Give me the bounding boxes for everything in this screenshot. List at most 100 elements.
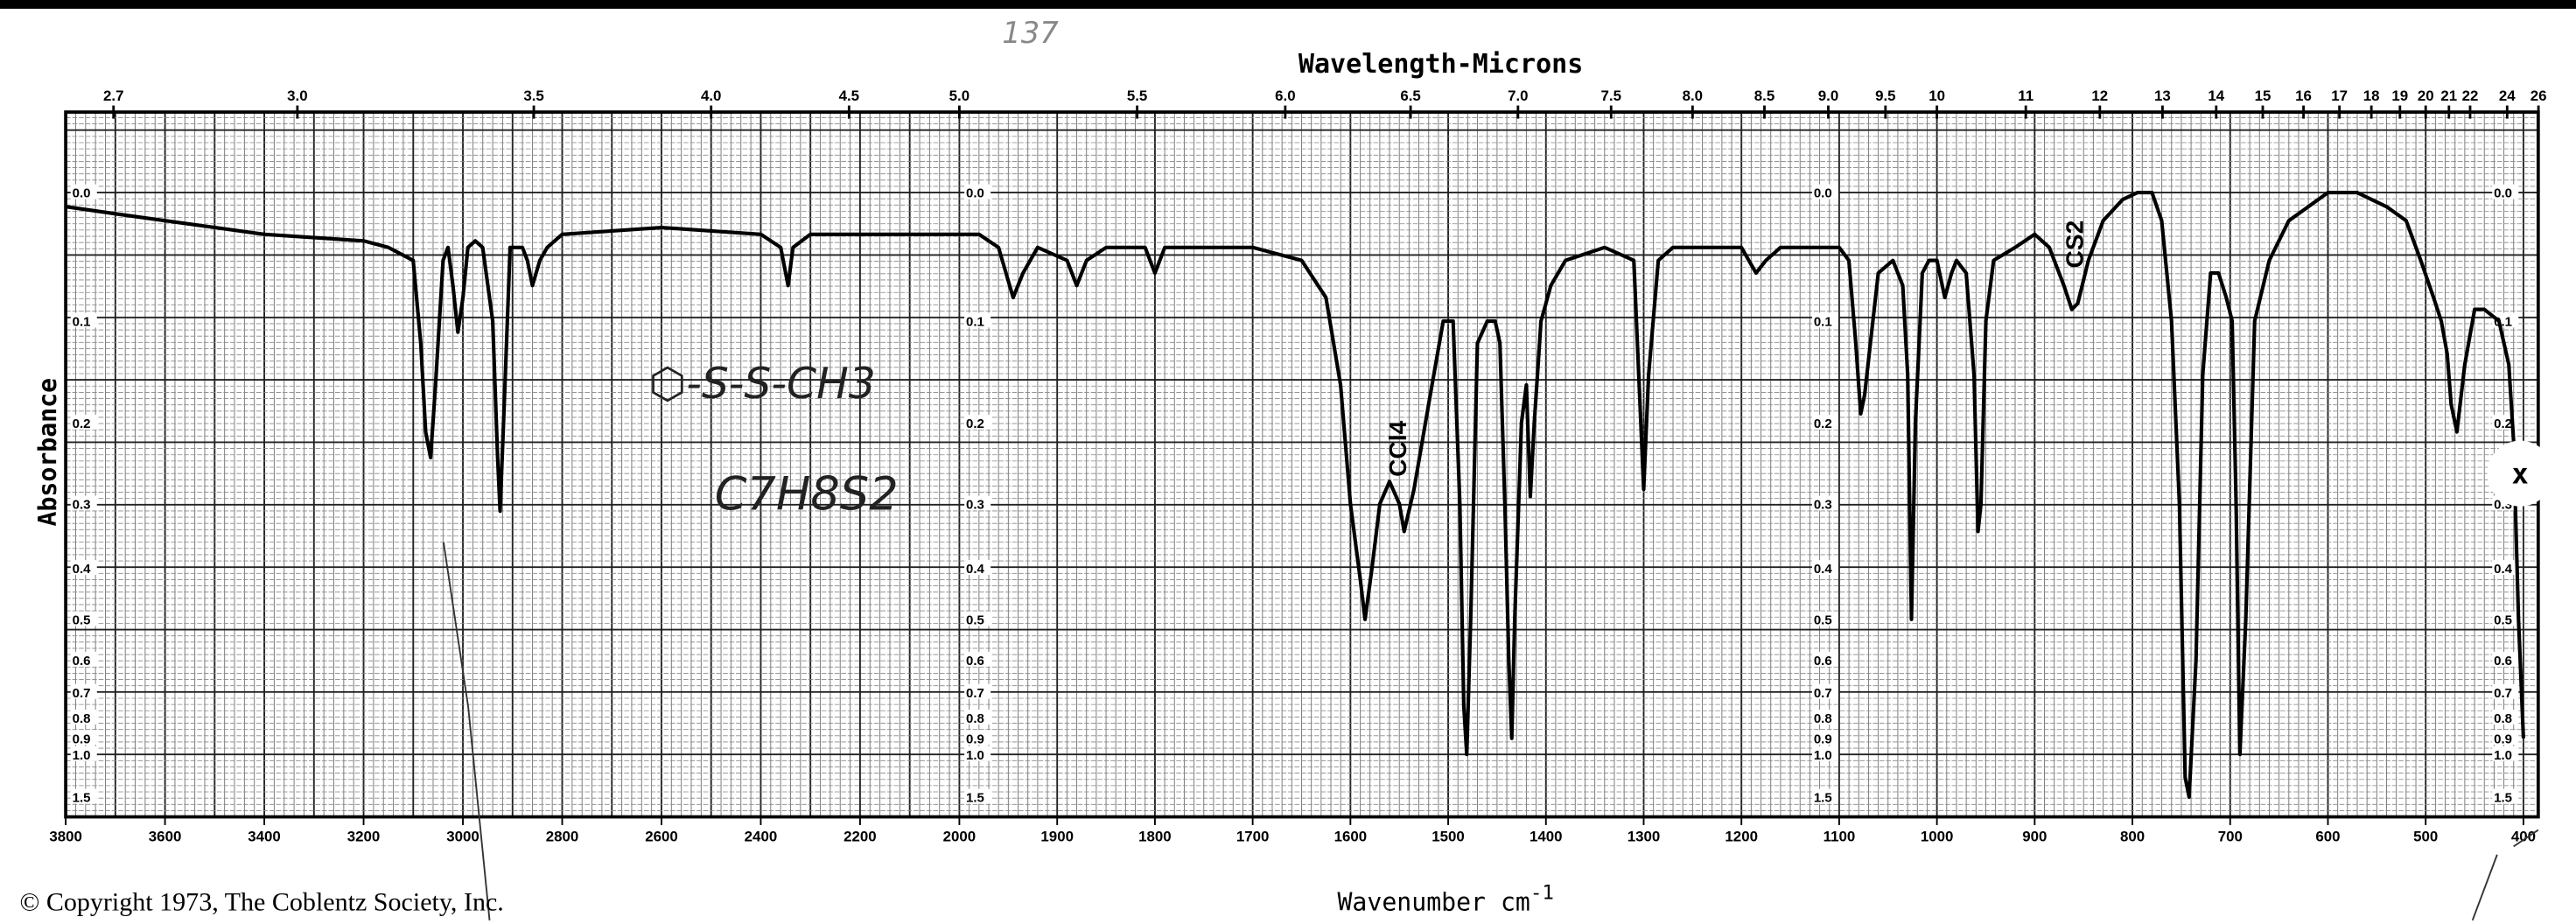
y-tick-label-bg (70, 495, 97, 511)
x-tick-label: 1100 (1824, 829, 1856, 845)
x-tick-label: 1300 (1628, 829, 1661, 845)
x-tick-label: 800 (2120, 829, 2145, 845)
top-tick-label: 5.0 (949, 88, 970, 104)
top-tick-label: 9.5 (1875, 88, 1895, 104)
x-tick-label: 1000 (1921, 829, 1954, 845)
y-tick-label-bg (964, 495, 991, 511)
y-tick-label: 0.1 (966, 314, 984, 329)
y-tick-label-bg (964, 312, 991, 328)
y-tick-label: 0.5 (2494, 613, 2512, 628)
x-tick-label: 3600 (149, 829, 182, 845)
y-tick-label: 1.5 (966, 791, 984, 806)
x-tick-label: 700 (2218, 829, 2243, 845)
x-tick-label: 1600 (1334, 829, 1368, 845)
y-tick-label-bg (1811, 312, 1838, 328)
y-tick-label-bg (2492, 560, 2519, 576)
y-tick-label: 1.5 (2494, 791, 2512, 806)
y-tick-label: 0.5 (73, 613, 91, 628)
y-tick-label: 0.4 (73, 562, 92, 577)
x-tick-label: 1200 (1725, 829, 1758, 845)
top-tick-label: 7.5 (1601, 88, 1621, 104)
y-tick-label: 0.1 (73, 314, 91, 329)
handwritten-structure: ⬡-S-S-CH3 (649, 359, 876, 409)
y-tick-label-bg (964, 611, 991, 626)
x-tick-label: 2600 (645, 829, 678, 845)
y-tick-label: 0.6 (2494, 654, 2512, 668)
y-tick-label: 0.3 (1814, 498, 1832, 513)
y-tick-label-bg (70, 710, 97, 724)
x-axis-ticks: 3800 3600 3400 3200 3000 2800 2600 2400 2200 2000… (49, 816, 2536, 845)
top-tick-label: 4.0 (701, 88, 721, 104)
y-tick-label: 0.8 (73, 711, 91, 726)
y-tick-label: 1.0 (966, 748, 984, 763)
top-tick-label: 26 (2530, 88, 2547, 104)
y-tick-label-bg (2492, 683, 2519, 699)
y-tick-label: 0.2 (73, 416, 91, 431)
x-tick-label: 2000 (943, 829, 976, 845)
y-tick-label: 0.0 (1814, 186, 1832, 201)
y-axis-ticks: 0.0 0.1 0.2 0.3 0.4 0.5 0.6 0.7 0.8 0.9 1.0 1.5 0.0 0… (70, 184, 2519, 806)
copyright: © Copyright 1973, The Coblentz Society, … (20, 888, 504, 917)
y-tick-label: 0.6 (73, 654, 91, 668)
y-tick-label-bg (964, 683, 991, 699)
top-tick-label: 20 (2418, 88, 2434, 104)
annotation-cs2: CS2 (2062, 220, 2089, 269)
y-tick-label: 0.8 (966, 711, 984, 726)
x-tick-label: 1700 (1236, 829, 1270, 845)
y-tick-label-bg (1811, 683, 1838, 699)
x-tick-label: 400 (2511, 829, 2536, 845)
x-tick-label: 1900 (1040, 829, 1074, 845)
top-tick-label: 15 (2255, 88, 2272, 104)
y-tick-label: 0.0 (73, 186, 91, 201)
y-tick-label: 0.2 (1814, 416, 1832, 431)
y-tick-label: 0.6 (966, 654, 984, 668)
y-tick-label-bg (70, 184, 97, 200)
y-tick-label: 0.7 (1814, 686, 1832, 701)
top-tick-label: 6.0 (1275, 88, 1295, 104)
y-tick-label: 0.1 (2494, 314, 2512, 329)
pen-stroke (443, 542, 491, 920)
y-tick-label: 0.8 (2494, 711, 2512, 726)
top-black-bar (0, 0, 2576, 9)
top-tick-label: 6.5 (1400, 88, 1420, 104)
handwritten-formula: C7H8S2 (715, 467, 899, 521)
y-tick-label-bg (70, 746, 97, 761)
y-tick-label: 0.9 (1814, 732, 1832, 746)
y-tick-label-bg (964, 730, 991, 746)
top-tick-label: 16 (2295, 88, 2312, 104)
y-tick-label-bg (1811, 746, 1838, 761)
y-tick-label: 0.3 (73, 498, 91, 513)
top-tick-label: 19 (2391, 88, 2408, 104)
y-tick-label-bg (1811, 651, 1838, 667)
x-tick-label: 2200 (844, 829, 877, 845)
y-tick-label: 1.5 (73, 791, 91, 806)
y-tick-label-bg (2492, 184, 2519, 200)
y-tick-label-bg (1811, 184, 1838, 200)
top-tick-label: 2.7 (103, 88, 123, 104)
x-tick-label: 1500 (1432, 829, 1465, 845)
top-tick-label: 4.5 (839, 88, 859, 104)
y-tick-label-bg (70, 788, 97, 804)
top-tick-label: 17 (2331, 88, 2348, 104)
y-tick-label: 0.2 (966, 416, 984, 431)
top-tick-label: 13 (2154, 88, 2171, 104)
y-tick-label: 0.0 (2494, 186, 2512, 201)
x-tick-label: 900 (2022, 829, 2047, 845)
y-tick-label-bg (2492, 746, 2519, 761)
y-tick-label: 0.1 (1814, 314, 1832, 329)
y-axis-title: Absorbance (33, 378, 62, 527)
y-tick-label: 0.7 (2494, 686, 2512, 701)
y-tick-label: 0.8 (1814, 711, 1832, 726)
y-tick-label: 0.4 (2494, 562, 2513, 577)
close-icon[interactable]: x (2512, 457, 2529, 490)
y-tick-label-bg (964, 651, 991, 667)
y-tick-label-bg (70, 730, 97, 746)
close-marker[interactable]: x (2487, 440, 2553, 507)
top-tick-label: 12 (2091, 88, 2108, 104)
y-tick-label: 0.4 (1814, 562, 1833, 577)
x-tick-label: 3800 (49, 829, 82, 845)
y-tick-label: 0.3 (966, 498, 984, 513)
y-tick-label-bg (70, 683, 97, 699)
y-tick-label: 0.7 (966, 686, 984, 701)
